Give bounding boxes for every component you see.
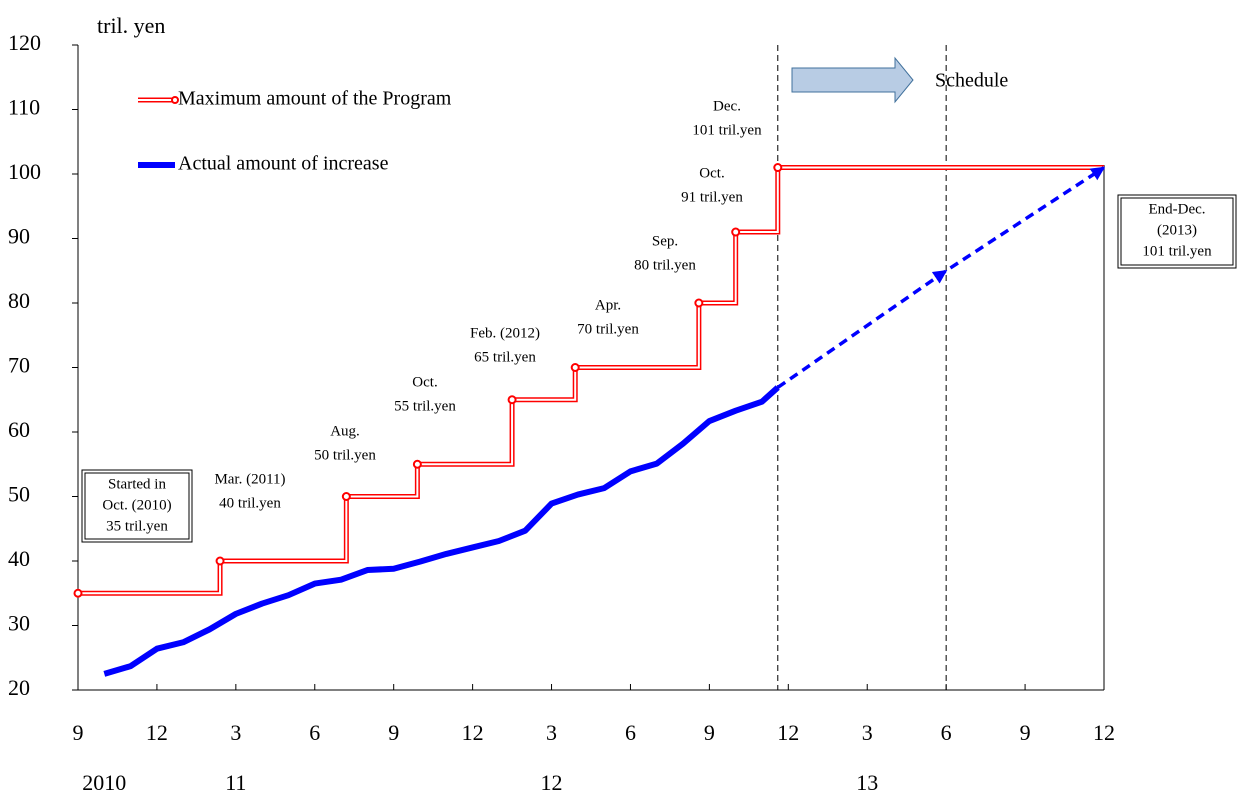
annotation: 70 tril.yen [577,321,639,337]
annotation: 50 tril.yen [314,447,376,463]
line [103,385,780,677]
annotation: 65 tril.yen [474,349,536,365]
schedule-label: Schedule [935,70,1008,92]
annotation: Oct. [699,165,724,181]
step-marker [773,163,783,173]
y-tick-label: 90 [8,224,30,249]
year-label: 11 [225,770,246,794]
step-marker [341,492,351,501]
y-tick-label: 70 [8,353,30,378]
annotation: 80 tril.yen [634,257,696,273]
step-marker [507,395,517,405]
legend-label: Maximum amount of the Program [178,88,452,110]
x-tick-label: 9 [73,720,84,745]
annotation: 101 tril.yen [692,122,762,138]
boxed-annotation: 101 tril.yen [1142,243,1212,259]
projection-line [776,166,1106,389]
step-marker [694,298,704,308]
annotation: Aug. [330,423,360,439]
annotation: Oct. [412,374,437,390]
y-tick-label: 20 [8,675,30,700]
legend-label: Actual amount of increase [178,153,389,175]
step-marker [215,556,225,566]
annotation: Apr. [595,297,621,313]
annotation: 91 tril.yen [681,189,743,205]
step-marker [412,459,422,469]
annotation-box [81,469,193,543]
x-tick-label: 9 [388,720,399,745]
year-label: 13 [856,770,878,794]
y-tick-label: 80 [8,288,30,313]
y-tick-label: 60 [8,417,30,442]
x-tick-label: 12 [1093,720,1115,745]
x-tick-label: 12 [146,720,168,745]
x-tick-label: 6 [309,720,320,745]
y-tick-label: 30 [8,611,30,636]
y-tick-label: 40 [8,546,30,571]
year-label: 2010 [82,770,126,794]
step-marker [570,363,580,372]
y-tick-label: 110 [8,95,40,120]
boxed-annotation: (2013) [1157,222,1197,238]
legend-marker [171,96,179,104]
boxed-annotation: End-Dec. [1148,201,1205,217]
annotation: Sep. [652,233,678,249]
annotation: Mar. (2011) [214,471,285,487]
x-tick-label: 3 [230,720,241,745]
y-tick-label: 100 [8,159,41,184]
boxed-annotation: Oct. (2010) [102,497,171,513]
y-tick-label: 120 [8,30,41,55]
year-label: 12 [541,770,563,794]
annotation: Feb. (2012) [470,325,540,341]
step-line-inner [78,166,1104,595]
y-unit: tril. yen [97,13,165,38]
x-tick-label: 6 [941,720,952,745]
x-tick-label: 6 [625,720,636,745]
x-tick-label: 3 [546,720,557,745]
y-tick-label: 50 [8,482,30,507]
x-tick-label: 9 [1020,720,1031,745]
step-marker [73,588,83,598]
step-marker [731,227,741,237]
annotation: Dec. [713,98,741,114]
x-tick-label: 12 [462,720,484,745]
annotation: 55 tril.yen [394,398,456,414]
annotation-box-inner [84,472,190,540]
boxed-annotation: 35 tril.yen [106,518,168,534]
annotation: 40 tril.yen [219,495,281,511]
annotation-box [1117,194,1237,269]
schedule-arrow [791,56,914,104]
boxed-annotation: Started in [108,476,166,492]
x-tick-label: 3 [862,720,873,745]
x-tick-label: 12 [777,720,799,745]
step-line [78,165,1104,596]
x-tick-label: 9 [704,720,715,745]
annotation-box-inner [1120,197,1234,266]
